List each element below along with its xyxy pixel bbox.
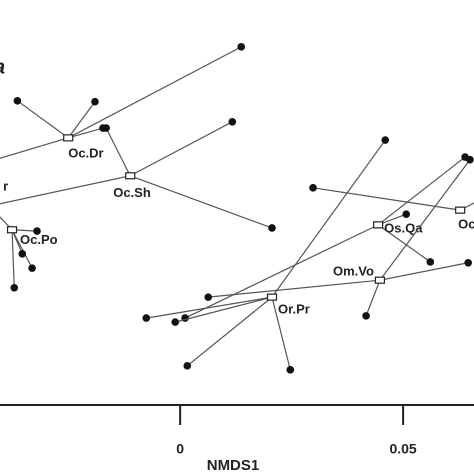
- point: [183, 362, 192, 370]
- point: [18, 250, 27, 258]
- point: [402, 210, 411, 218]
- point: [464, 258, 473, 267]
- point: [362, 312, 370, 320]
- centroid: [6, 226, 18, 234]
- spoke: [365, 279, 381, 317]
- point: [91, 97, 99, 106]
- point: [13, 97, 22, 105]
- panel-label: a: [0, 56, 5, 78]
- spoke: [377, 156, 466, 226]
- centroid: [125, 172, 136, 180]
- spoke: [105, 127, 131, 177]
- spoke: [271, 139, 386, 298]
- centroid: [374, 276, 386, 284]
- group-label: Oc.Po: [20, 232, 58, 247]
- point: [204, 293, 213, 301]
- spoke: [208, 279, 380, 298]
- group-label: Om.Vo: [333, 264, 374, 279]
- point: [268, 224, 276, 232]
- point: [10, 283, 19, 292]
- spoke: [379, 262, 469, 281]
- group-label: Or.Pr: [278, 302, 310, 317]
- spoke: [186, 296, 273, 367]
- spoke: [68, 127, 104, 139]
- spoke: [129, 121, 233, 177]
- spoke: [271, 296, 291, 370]
- point: [426, 258, 435, 266]
- centroid: [455, 206, 466, 214]
- point: [33, 227, 41, 235]
- spoke: [0, 137, 69, 159]
- spoke: [312, 187, 461, 211]
- point: [28, 264, 36, 272]
- spoke: [67, 101, 96, 139]
- centroid: [373, 221, 384, 229]
- spoke: [175, 296, 273, 323]
- point: [381, 136, 390, 144]
- point: [309, 184, 317, 192]
- centroid: [266, 293, 278, 301]
- group-label: r: [3, 178, 8, 193]
- spoke: [11, 229, 15, 288]
- x-axis-label: NMDS1: [207, 457, 260, 474]
- spoke: [11, 229, 23, 255]
- spoke: [146, 296, 273, 319]
- spoke: [17, 100, 69, 139]
- group-label: Oc.Dr: [68, 145, 103, 160]
- spoke: [379, 159, 471, 281]
- group-label: Oc.Sh: [113, 185, 151, 200]
- spoke: [184, 224, 379, 319]
- point: [228, 117, 237, 126]
- point: [286, 366, 295, 374]
- point: [171, 318, 180, 326]
- spoke: [377, 224, 431, 263]
- point: [466, 155, 474, 164]
- x-tick-label: 0: [176, 441, 184, 457]
- spoke: [129, 175, 273, 229]
- point: [237, 43, 246, 51]
- point: [102, 124, 110, 132]
- x-tick-label: 0.05: [389, 441, 416, 457]
- centroid: [63, 134, 74, 142]
- group-label: Os.Qa: [384, 220, 423, 235]
- spoke: [0, 175, 131, 205]
- group-label: Oc: [458, 217, 474, 232]
- spoke: [67, 46, 242, 139]
- point: [142, 314, 151, 322]
